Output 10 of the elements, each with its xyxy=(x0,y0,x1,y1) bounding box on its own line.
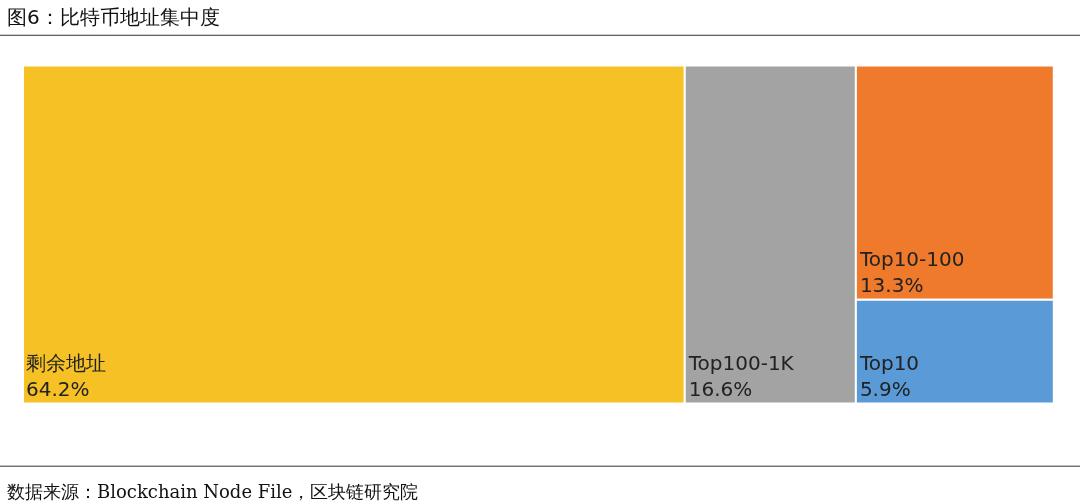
category-label: Top100-1K xyxy=(687,350,795,375)
source-note: 数据来源：Blockchain Node File，区块链研究院 xyxy=(7,481,419,502)
data-label: 64.2% xyxy=(25,376,90,401)
category-label: Top10 xyxy=(858,350,920,375)
category-label: Top10-100 xyxy=(858,246,965,271)
category-label: 剩余地址 xyxy=(25,350,106,375)
data-label: 5.9% xyxy=(859,376,911,401)
data-label: 13.3% xyxy=(859,272,924,297)
text: 图6：比特币地址集中度 xyxy=(7,5,220,29)
data-label: 16.6% xyxy=(688,376,753,401)
